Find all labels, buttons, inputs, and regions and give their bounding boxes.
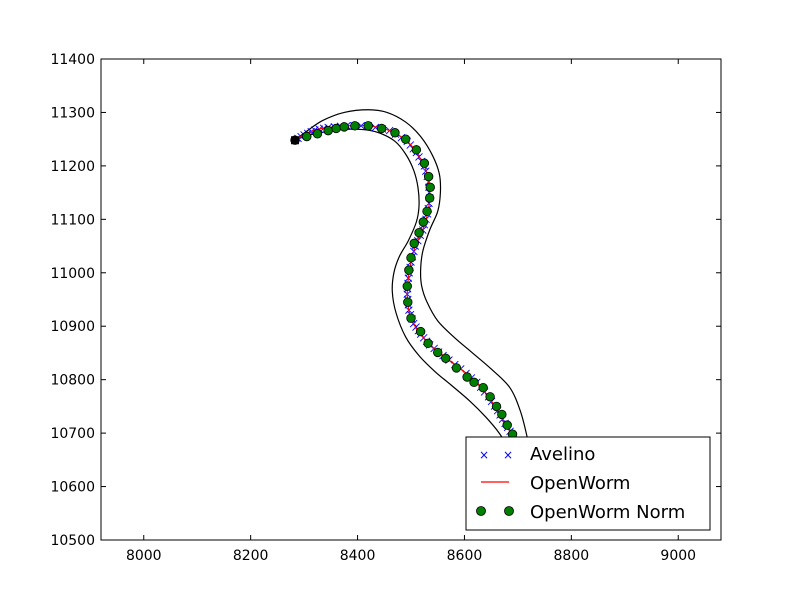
- openworm-norm-point: [478, 382, 488, 393]
- x-tick-label: 8200: [233, 548, 269, 564]
- openworm-norm-point: [419, 158, 430, 168]
- openworm-norm-point: [404, 265, 414, 275]
- series-layer: [290, 121, 518, 439]
- y-tick-label: 11100: [50, 212, 95, 228]
- openworm-norm-point: [425, 193, 435, 203]
- y-tick-label: 11300: [50, 105, 95, 121]
- y-tick-label: 11400: [50, 52, 95, 68]
- openworm-norm-point: [350, 121, 360, 131]
- openworm-norm-point: [409, 238, 419, 249]
- y-tick-label: 10700: [50, 426, 95, 442]
- legend-item-openworm: OpenWorm: [481, 473, 630, 494]
- openworm-norm-point: [441, 353, 451, 363]
- y-tick-label: 10600: [50, 480, 95, 496]
- openworm-norm-point: [497, 409, 507, 420]
- openworm-norm-point: [418, 217, 428, 227]
- legend-item-avelino: × × Avelino: [479, 444, 595, 465]
- openworm-norm-point: [390, 128, 400, 138]
- worm-head-marker: [291, 136, 300, 145]
- legend-marker-x: ×: [479, 448, 489, 462]
- legend-marker-circle: [476, 506, 486, 516]
- x-tick-label: 9000: [660, 548, 696, 564]
- x-tick-label: 8600: [447, 548, 483, 564]
- plot-frame: [100, 58, 722, 541]
- legend-label-openworm: OpenWorm: [530, 473, 630, 494]
- y-tick-label: 11000: [50, 266, 95, 282]
- y-tick-label: 10500: [50, 533, 95, 549]
- openworm-norm-point: [462, 372, 472, 382]
- openworm-norm-point: [402, 281, 412, 291]
- x-tick-label: 8000: [126, 548, 162, 564]
- openworm-norm-point: [469, 377, 479, 388]
- openworm-norm-point: [302, 131, 312, 142]
- openworm-norm-point: [485, 392, 495, 402]
- openworm-norm-point: [363, 121, 373, 131]
- openworm-norm-point: [312, 129, 323, 139]
- legend: × × Avelino OpenWorm OpenWorm Norm: [465, 436, 711, 531]
- legend-marker-x: ×: [503, 448, 513, 462]
- openworm-norm-point: [422, 206, 432, 217]
- openworm-norm-point: [423, 338, 433, 349]
- openworm-norm-point: [406, 313, 416, 323]
- openworm-norm-point: [433, 347, 443, 358]
- legend-marker-circle: [504, 506, 514, 516]
- legend-label-avelino: Avelino: [530, 444, 595, 465]
- openworm-norm-point: [376, 123, 387, 134]
- openworm-norm-point: [403, 297, 413, 307]
- y-tick-label: 10900: [50, 319, 95, 335]
- openworm-norm-point: [425, 182, 435, 192]
- openworm-norm-point: [451, 363, 462, 373]
- openworm-norm-point: [502, 420, 512, 430]
- legend-label-openworm-norm: OpenWorm Norm: [530, 502, 685, 523]
- openworm-norm-point: [331, 123, 341, 134]
- openworm-norm-point: [339, 122, 349, 132]
- openworm-norm-point: [323, 125, 333, 136]
- plot-area: [290, 109, 529, 455]
- x-axis: 8000 8200 8400 8600 8800 9000: [126, 59, 696, 564]
- worm-outline-lower: [294, 109, 529, 439]
- openworm-norm-point: [406, 253, 416, 263]
- y-tick-label: 10800: [50, 373, 95, 389]
- openworm-norm-point: [411, 145, 422, 155]
- y-axis: 10500 10600 10700 10800 10900 11000 11100 11200…: [50, 52, 721, 549]
- openworm-norm-point: [400, 134, 411, 144]
- worm-outline-upper: [294, 128, 514, 455]
- openworm-norm-point: [415, 326, 426, 337]
- openworm-norm-point: [414, 227, 424, 238]
- openworm-norm-point: [423, 171, 434, 182]
- y-tick-label: 11200: [50, 159, 95, 175]
- x-tick-label: 8400: [340, 548, 376, 564]
- legend-item-openworm-norm: OpenWorm Norm: [476, 502, 685, 523]
- x-tick-label: 8800: [554, 548, 590, 564]
- openworm-norm-point: [491, 401, 502, 412]
